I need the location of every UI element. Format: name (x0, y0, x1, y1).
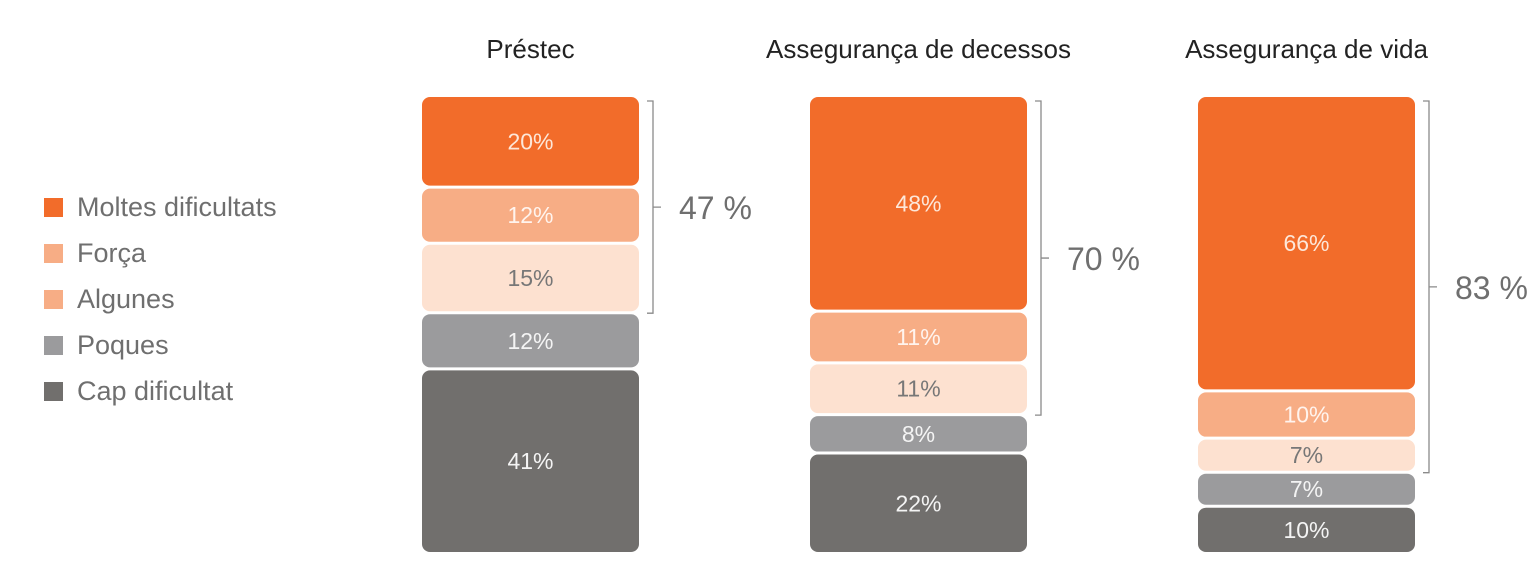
legend: Moltes dificultats Força Algunes Poques Cap … (44, 184, 277, 414)
bracket (1035, 100, 1049, 416)
data-label: 10% (1283, 402, 1329, 428)
bracket (647, 100, 661, 314)
data-label: 7% (1290, 476, 1323, 502)
legend-item: Cap dificultat (44, 368, 277, 414)
bracket-total-label: 70 % (1067, 241, 1140, 277)
data-label: 12% (507, 202, 553, 228)
bar-segment (810, 312, 1027, 362)
legend-label: Moltes dificultats (77, 191, 277, 222)
legend-item: Força (44, 230, 277, 276)
legend-item: Moltes dificultats (44, 184, 277, 230)
category-title: Assegurança de vida (1185, 34, 1428, 64)
legend-item: Algunes (44, 276, 277, 322)
data-label: 10% (1283, 517, 1329, 543)
bar-segment (1198, 392, 1415, 437)
bar-segment (422, 97, 639, 186)
bar-segment (1198, 439, 1415, 471)
legend-label: Força (77, 237, 147, 268)
bracket (1423, 100, 1437, 474)
bar-segment (422, 188, 639, 242)
legend-label: Algunes (77, 283, 175, 314)
legend-item: Poques (44, 322, 277, 368)
bracket-total-label: 47 % (679, 190, 752, 226)
legend-swatch (44, 197, 63, 217)
data-label: 7% (1290, 442, 1323, 468)
bar-segment (810, 416, 1027, 452)
category-title: Préstec (486, 34, 574, 64)
data-label: 11% (896, 376, 940, 402)
legend-swatch (44, 289, 63, 309)
bar-segment (422, 370, 639, 552)
bar-segment (1198, 473, 1415, 505)
bar-segment (1198, 507, 1415, 552)
bar-segment (810, 364, 1027, 414)
bar-segment (422, 314, 639, 368)
legend-swatch (44, 381, 63, 401)
data-label: 8% (902, 421, 935, 447)
data-label: 11% (896, 324, 940, 350)
legend-label: Cap dificultat (77, 375, 234, 406)
data-label: 22% (895, 490, 941, 516)
legend-swatch (44, 335, 63, 355)
data-label: 66% (1283, 230, 1329, 256)
data-label: 15% (507, 265, 553, 291)
bar-segment (810, 97, 1027, 310)
data-label: 12% (507, 328, 553, 354)
bar-segment (1198, 97, 1415, 390)
category-title: Assegurança de decessos (766, 34, 1071, 64)
bar-segment (810, 454, 1027, 552)
bar-segment (422, 244, 639, 312)
data-label: 48% (895, 190, 941, 216)
legend-label: Poques (77, 329, 169, 360)
bracket-total-label: 83 % (1455, 270, 1528, 306)
legend-swatch (44, 243, 63, 263)
data-label: 20% (507, 128, 553, 154)
data-label: 41% (507, 448, 553, 474)
